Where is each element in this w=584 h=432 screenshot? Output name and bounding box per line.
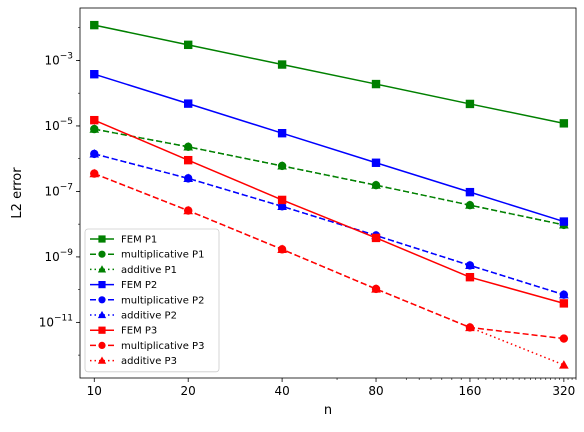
legend-item: FEM P3 <box>90 326 157 337</box>
series-line <box>94 73 565 223</box>
data-point <box>90 70 99 79</box>
x-tick-label: 20 <box>181 384 196 398</box>
data-point <box>465 272 475 282</box>
data-point <box>183 142 193 152</box>
legend-marker <box>98 341 106 349</box>
legend-marker <box>97 310 107 319</box>
data-point <box>559 119 569 128</box>
data-point <box>371 79 381 89</box>
legend-item: FEM P1 <box>90 235 157 246</box>
legend-marker <box>98 250 106 258</box>
data-point <box>559 290 569 299</box>
y-tick-label: 10−11 <box>39 313 73 329</box>
legend-item: multiplicative P1 <box>90 250 204 261</box>
data-point <box>559 334 569 343</box>
series-fem-p3 <box>90 115 569 308</box>
legend-label: multiplicative P3 <box>121 341 204 352</box>
y-tick-label: 10−5 <box>44 117 73 133</box>
legend-marker <box>98 326 106 334</box>
legend-marker <box>97 265 107 273</box>
plot-frame <box>79 7 577 379</box>
data-point <box>371 158 381 167</box>
data-point <box>90 124 99 134</box>
data-point <box>90 169 99 178</box>
data-point <box>183 174 193 183</box>
data-point <box>465 323 475 332</box>
legend-label: multiplicative P1 <box>121 250 204 261</box>
data-point <box>90 20 99 30</box>
data-point <box>465 187 475 197</box>
y-tick-label: 10−7 <box>44 182 73 198</box>
series-line <box>94 24 565 125</box>
legend-item: multiplicative P3 <box>90 341 204 352</box>
data-point <box>183 99 193 108</box>
legend: FEM P1 multiplicative P1 additive P1 FEM P2… <box>84 228 220 373</box>
y-axis-label: L2 error <box>10 167 25 219</box>
series-line <box>94 153 565 296</box>
data-point <box>183 155 193 165</box>
data-point <box>277 128 287 138</box>
legend-label: multiplicative P2 <box>121 295 204 306</box>
data-point <box>465 200 475 210</box>
x-axis: 10 20 40 80 160 320 <box>87 378 577 398</box>
legend-box <box>84 228 220 373</box>
legend-label: FEM P1 <box>121 235 157 246</box>
data-point <box>277 195 287 205</box>
series-line <box>94 172 564 340</box>
data-point <box>559 299 569 308</box>
data-point <box>277 161 287 171</box>
data-point <box>559 217 569 226</box>
data-point <box>371 233 381 243</box>
data-point <box>465 99 475 109</box>
series-line <box>94 128 565 226</box>
y-tick-label: 10−3 <box>44 51 73 67</box>
legend-label: additive P3 <box>121 356 177 367</box>
legend-marker <box>98 296 106 304</box>
y-axis: 10−3 10−5 10−7 10−9 10−11 <box>39 27 80 356</box>
series-fem-p2 <box>90 70 569 226</box>
x-tick-label: 40 <box>274 384 289 398</box>
legend-label: additive P2 <box>121 311 177 322</box>
data-point <box>277 60 287 69</box>
y-tick-label: 10−9 <box>44 248 73 264</box>
legend-item: FEM P2 <box>90 280 157 291</box>
x-tick-label: 80 <box>368 384 383 398</box>
legend-marker <box>98 281 106 289</box>
data-point <box>371 284 381 294</box>
series-line <box>93 119 565 305</box>
series-fem-p1 <box>90 20 569 128</box>
series-additive-p1 <box>89 124 569 229</box>
data-point <box>559 360 569 369</box>
data-point <box>277 202 287 211</box>
series-layer <box>89 20 569 369</box>
data-point <box>465 261 475 270</box>
x-axis-label: n <box>324 403 332 418</box>
data-point <box>371 180 381 190</box>
data-point <box>183 206 193 215</box>
data-point <box>90 115 99 125</box>
x-tick-label: 160 <box>458 384 481 398</box>
legend-label: FEM P2 <box>121 280 157 291</box>
legend-label: additive P1 <box>121 265 177 276</box>
legend-marker <box>97 356 107 364</box>
data-point <box>90 149 99 159</box>
legend-item: additive P3 <box>90 356 177 367</box>
series-multiplicative-p1 <box>90 124 569 230</box>
legend-label: FEM P3 <box>121 326 157 337</box>
legend-marker <box>98 235 106 243</box>
legend-item: additive P2 <box>90 311 177 322</box>
data-point <box>277 245 287 254</box>
x-tick-label: 320 <box>552 384 575 398</box>
legend-item: additive P1 <box>90 265 177 276</box>
data-point <box>183 40 193 50</box>
x-tick-label: 10 <box>87 384 102 398</box>
series-multiplicative-p3 <box>90 169 569 343</box>
legend-item: multiplicative P2 <box>90 295 204 306</box>
